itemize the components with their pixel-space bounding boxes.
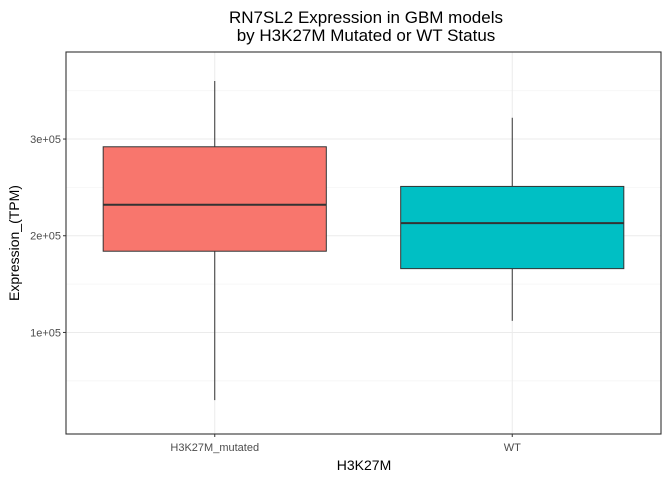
boxes [102, 81, 625, 401]
plot-panel [65, 51, 662, 435]
y-axis-title: Expression_(TPM) [6, 185, 22, 301]
box-iqr [400, 185, 625, 270]
y-tick-label: 3e+05 [30, 134, 61, 146]
x-tick-label: H3K27M_mutated [170, 442, 259, 454]
chart-title-line-1: RN7SL2 Expression in GBM models [229, 8, 503, 27]
chart-title-line-2: by H3K27M Mutated or WT Status [237, 26, 496, 45]
box-iqr [102, 146, 327, 252]
box-group [400, 117, 625, 321]
y-tick-label: 2e+05 [30, 231, 61, 243]
x-tick-label: WT [504, 442, 521, 454]
y-tick-label: 1e+05 [30, 327, 61, 339]
box-group [102, 81, 327, 401]
axes: 1e+05 2e+05 3e+05 H3K27M_mutated WT [30, 134, 521, 454]
x-axis-title: H3K27M [337, 457, 391, 473]
